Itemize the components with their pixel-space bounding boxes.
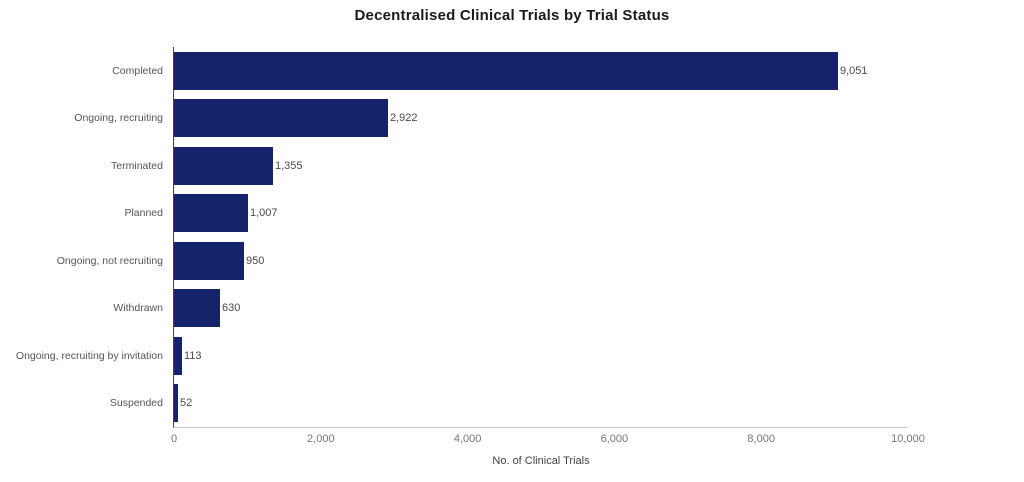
category-label-withdrawn: Withdrawn [113,302,163,315]
bar-value-label: 1,355 [275,159,303,172]
category-label-suspended: Suspended [109,397,163,410]
bar-completed[interactable] [174,51,838,90]
bar-value-label: 950 [246,254,265,267]
bar-value-label: 630 [222,302,241,315]
x-tick-label: 0 [170,433,178,445]
category-label-completed: Completed [112,64,163,77]
bar-suspended[interactable] [174,384,178,423]
x-axis-label: No. of Clinical Trials [492,455,590,467]
category-label-ongoing-recruiting: Ongoing, recruiting [74,112,163,125]
bar-value-label: 2,922 [390,112,418,125]
x-tick-label: 6,000 [600,433,629,445]
bar-value-label: 9,051 [840,64,868,77]
bar-ongoing-recruiting[interactable] [174,99,388,138]
category-label-ongoing-recruiting-by-invitation: Ongoing, recruiting by invitation [15,349,163,362]
bar-withdrawn[interactable] [174,289,220,328]
x-tick-label: 2,000 [307,433,335,445]
x-tick-label: 8,000 [747,433,775,445]
category-label-planned: Planned [124,207,163,220]
bar-ongoing-not-recruiting[interactable] [174,241,244,280]
x-tick-label: 10,000 [891,433,925,445]
x-tick-label: 4,000 [453,433,482,445]
category-label-ongoing-not-recruiting: Ongoing, not recruiting [56,254,163,267]
bar-value-label: 52 [180,397,193,410]
bar-ongoing-recruiting-by-invitation[interactable] [174,336,182,375]
category-label-terminated: Terminated [111,159,163,172]
bar-value-label: 1,007 [250,207,278,220]
bar-value-label: 113 [184,349,202,362]
bar-planned[interactable] [174,194,248,233]
plot-area: 9,051 2,922 1,355 1,007 950 630 113 52 [173,47,908,428]
bar-terminated[interactable] [174,146,273,185]
chart-title: Decentralised Clinical Trials by Trial S… [354,7,670,24]
